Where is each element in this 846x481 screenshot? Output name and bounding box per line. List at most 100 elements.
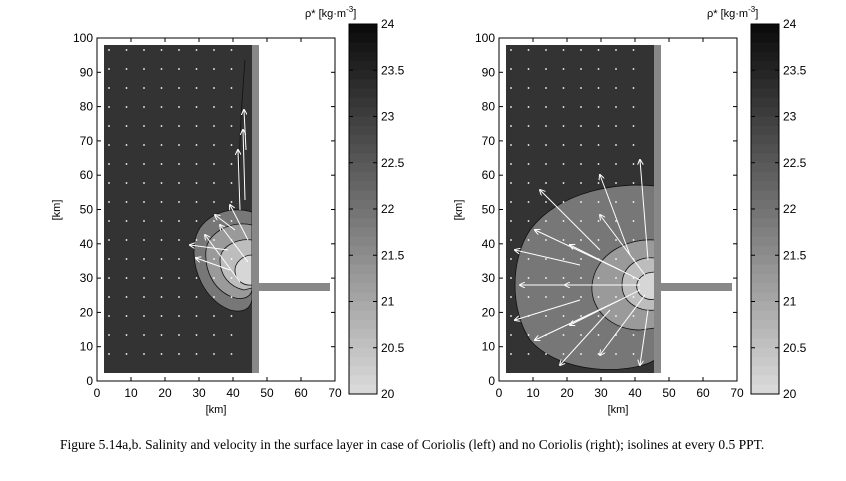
velocity-dot <box>195 296 198 298</box>
velocity-dot <box>562 258 565 260</box>
velocity-dot <box>562 334 565 336</box>
colorbar-a-tick-label: 23.5 <box>381 63 405 77</box>
velocity-dot <box>195 315 198 317</box>
velocity-dot <box>580 144 582 146</box>
panel-b-vectors <box>510 49 649 365</box>
panel-a-coast <box>252 45 259 373</box>
velocity-dot <box>597 315 600 317</box>
colorbar-a-band <box>349 347 377 358</box>
velocity-dot <box>632 106 635 108</box>
velocity-dot <box>143 182 145 184</box>
velocity-dot <box>178 353 180 355</box>
panel-b-ytick-label: 70 <box>482 134 496 148</box>
velocity-dot <box>213 258 215 260</box>
colorbar-b-title-end: ] <box>755 8 758 20</box>
velocity-dot <box>562 87 565 89</box>
colorbar-b-title: ρ* [kg·m-3] <box>707 5 758 20</box>
panel-b-xtick-label: 60 <box>696 386 710 400</box>
colorbar-b-band <box>751 79 779 90</box>
colorbar-b-band <box>751 329 779 339</box>
velocity-dot <box>615 258 617 260</box>
velocity-dot <box>615 163 617 165</box>
velocity-dot <box>108 239 110 241</box>
velocity-dot <box>615 201 617 203</box>
velocity-dot <box>597 68 600 70</box>
colorbar-b-band <box>751 125 779 136</box>
velocity-dot <box>108 144 110 146</box>
colorbar-b-band <box>751 357 779 367</box>
velocity-dot <box>545 106 547 108</box>
velocity-dot <box>597 163 600 165</box>
velocity-dot <box>213 106 215 108</box>
velocity-dot <box>510 182 512 184</box>
velocity-dot <box>580 163 582 165</box>
velocity-dot <box>632 125 635 127</box>
velocity-dot <box>125 277 128 279</box>
colorbar-a-band <box>349 301 377 312</box>
velocity-dot <box>195 49 198 51</box>
velocity-dot <box>143 125 145 127</box>
colorbar-a-tick-label: 21.5 <box>381 248 405 262</box>
velocity-dot <box>527 220 530 222</box>
velocity-dot <box>178 106 180 108</box>
colorbar-a-band <box>349 51 377 62</box>
colorbar-a-tick-label: 22 <box>381 202 395 216</box>
velocity-dot <box>597 106 600 108</box>
panel-a-xlabel: [km] <box>206 404 227 416</box>
colorbar-b-tick-label: 20 <box>783 387 797 401</box>
colorbar-a-band <box>349 366 377 376</box>
panel-a-xtick-label: 30 <box>192 386 206 400</box>
velocity-dot <box>230 49 233 51</box>
velocity-dot <box>230 353 233 355</box>
velocity-dot <box>545 277 547 279</box>
velocity-dot <box>580 258 582 260</box>
colorbar-a-band <box>349 199 377 210</box>
colorbar-b-tick-label: 21.5 <box>783 248 807 262</box>
velocity-dot <box>125 334 128 336</box>
panel-a-ytick-label: 80 <box>80 100 94 114</box>
velocity-dot <box>143 239 145 241</box>
velocity-dot <box>125 258 128 260</box>
velocity-dot <box>597 277 600 279</box>
velocity-dot <box>160 201 163 203</box>
colorbar-b-band <box>751 88 779 99</box>
velocity-dot <box>230 125 233 127</box>
velocity-dot <box>597 258 600 260</box>
velocity-dot <box>510 353 512 355</box>
panel-a <box>96 37 336 382</box>
colorbar-b-band <box>751 33 779 43</box>
velocity-dot <box>615 315 617 317</box>
colorbar-b-band <box>751 51 779 62</box>
velocity-dot <box>510 334 512 336</box>
velocity-dot <box>632 49 635 51</box>
panel-b-ytick-label: 40 <box>482 237 496 251</box>
colorbar-a-band <box>349 125 377 136</box>
velocity-dot <box>632 239 635 241</box>
velocity-dot <box>195 68 198 70</box>
velocity-dot <box>213 87 215 89</box>
velocity-dot <box>108 220 110 222</box>
colorbar-a-band <box>349 79 377 90</box>
velocity-dot <box>178 220 180 222</box>
colorbar-b-tick-label: 22 <box>783 202 797 216</box>
panel-b-ytick-label: 20 <box>482 305 496 319</box>
velocity-dot <box>597 334 600 336</box>
velocity-dot <box>108 296 110 298</box>
colorbar-a-band <box>349 24 377 34</box>
colorbar-b-tick-label: 22.5 <box>783 156 807 170</box>
velocity-dot <box>213 315 215 317</box>
velocity-dot <box>615 106 617 108</box>
velocity-dot <box>143 87 145 89</box>
velocity-dot <box>562 49 565 51</box>
panel-a-vectors <box>108 49 249 355</box>
colorbar-a-title-sup: -3 <box>346 5 354 14</box>
velocity-dot <box>178 87 180 89</box>
velocity-dot <box>510 220 512 222</box>
velocity-dot <box>108 68 110 70</box>
colorbar-b-band <box>751 246 779 256</box>
colorbar-b-band <box>751 153 779 164</box>
velocity-dot <box>615 353 617 355</box>
panel-b-ytick-label: 50 <box>482 203 496 217</box>
velocity-dot <box>230 182 233 184</box>
